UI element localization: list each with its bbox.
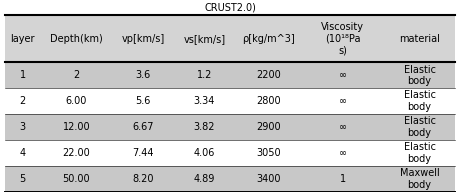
- Text: ∞: ∞: [338, 96, 346, 106]
- Text: 12.00: 12.00: [62, 122, 90, 132]
- Text: 2900: 2900: [256, 122, 280, 132]
- Text: 7.44: 7.44: [132, 148, 153, 158]
- Text: 2: 2: [73, 70, 79, 80]
- Text: vp[km/s]: vp[km/s]: [121, 34, 164, 44]
- Text: 4: 4: [19, 148, 26, 158]
- Text: 1: 1: [339, 174, 345, 184]
- Text: Elastic
body: Elastic body: [403, 142, 435, 164]
- Text: 50.00: 50.00: [62, 174, 90, 184]
- Text: ∞: ∞: [338, 122, 346, 132]
- Text: 3050: 3050: [256, 148, 280, 158]
- Text: 3.34: 3.34: [193, 96, 215, 106]
- Text: ρ[kg/m^3]: ρ[kg/m^3]: [241, 34, 294, 44]
- Text: 4.89: 4.89: [193, 174, 215, 184]
- Text: 3.82: 3.82: [193, 122, 215, 132]
- Text: CRUST2.0): CRUST2.0): [204, 3, 255, 13]
- Text: layer: layer: [10, 34, 35, 44]
- Text: ∞: ∞: [338, 70, 346, 80]
- Text: vs[km/s]: vs[km/s]: [183, 34, 225, 44]
- Text: Depth(km): Depth(km): [50, 34, 102, 44]
- Text: 6.67: 6.67: [132, 122, 153, 132]
- Text: 1.2: 1.2: [196, 70, 212, 80]
- Text: Viscosity
(10¹⁸Pa
s): Viscosity (10¹⁸Pa s): [320, 22, 364, 55]
- Text: 8.20: 8.20: [132, 174, 153, 184]
- Text: 3400: 3400: [256, 174, 280, 184]
- Text: 2800: 2800: [256, 96, 280, 106]
- Text: Maxwell
body: Maxwell body: [399, 168, 438, 190]
- Text: 6.00: 6.00: [66, 96, 87, 106]
- Text: Elastic
body: Elastic body: [403, 65, 435, 86]
- Text: ∞: ∞: [338, 148, 346, 158]
- Text: 3.6: 3.6: [135, 70, 150, 80]
- Text: material: material: [398, 34, 439, 44]
- Text: 3: 3: [19, 122, 26, 132]
- Text: Elastic
body: Elastic body: [403, 116, 435, 138]
- Text: 2200: 2200: [256, 70, 280, 80]
- Text: 4.06: 4.06: [193, 148, 215, 158]
- Text: 5: 5: [19, 174, 26, 184]
- Text: 22.00: 22.00: [62, 148, 90, 158]
- Text: 2: 2: [19, 96, 26, 106]
- Text: Elastic
body: Elastic body: [403, 90, 435, 112]
- Text: 1: 1: [19, 70, 26, 80]
- Text: 5.6: 5.6: [135, 96, 150, 106]
